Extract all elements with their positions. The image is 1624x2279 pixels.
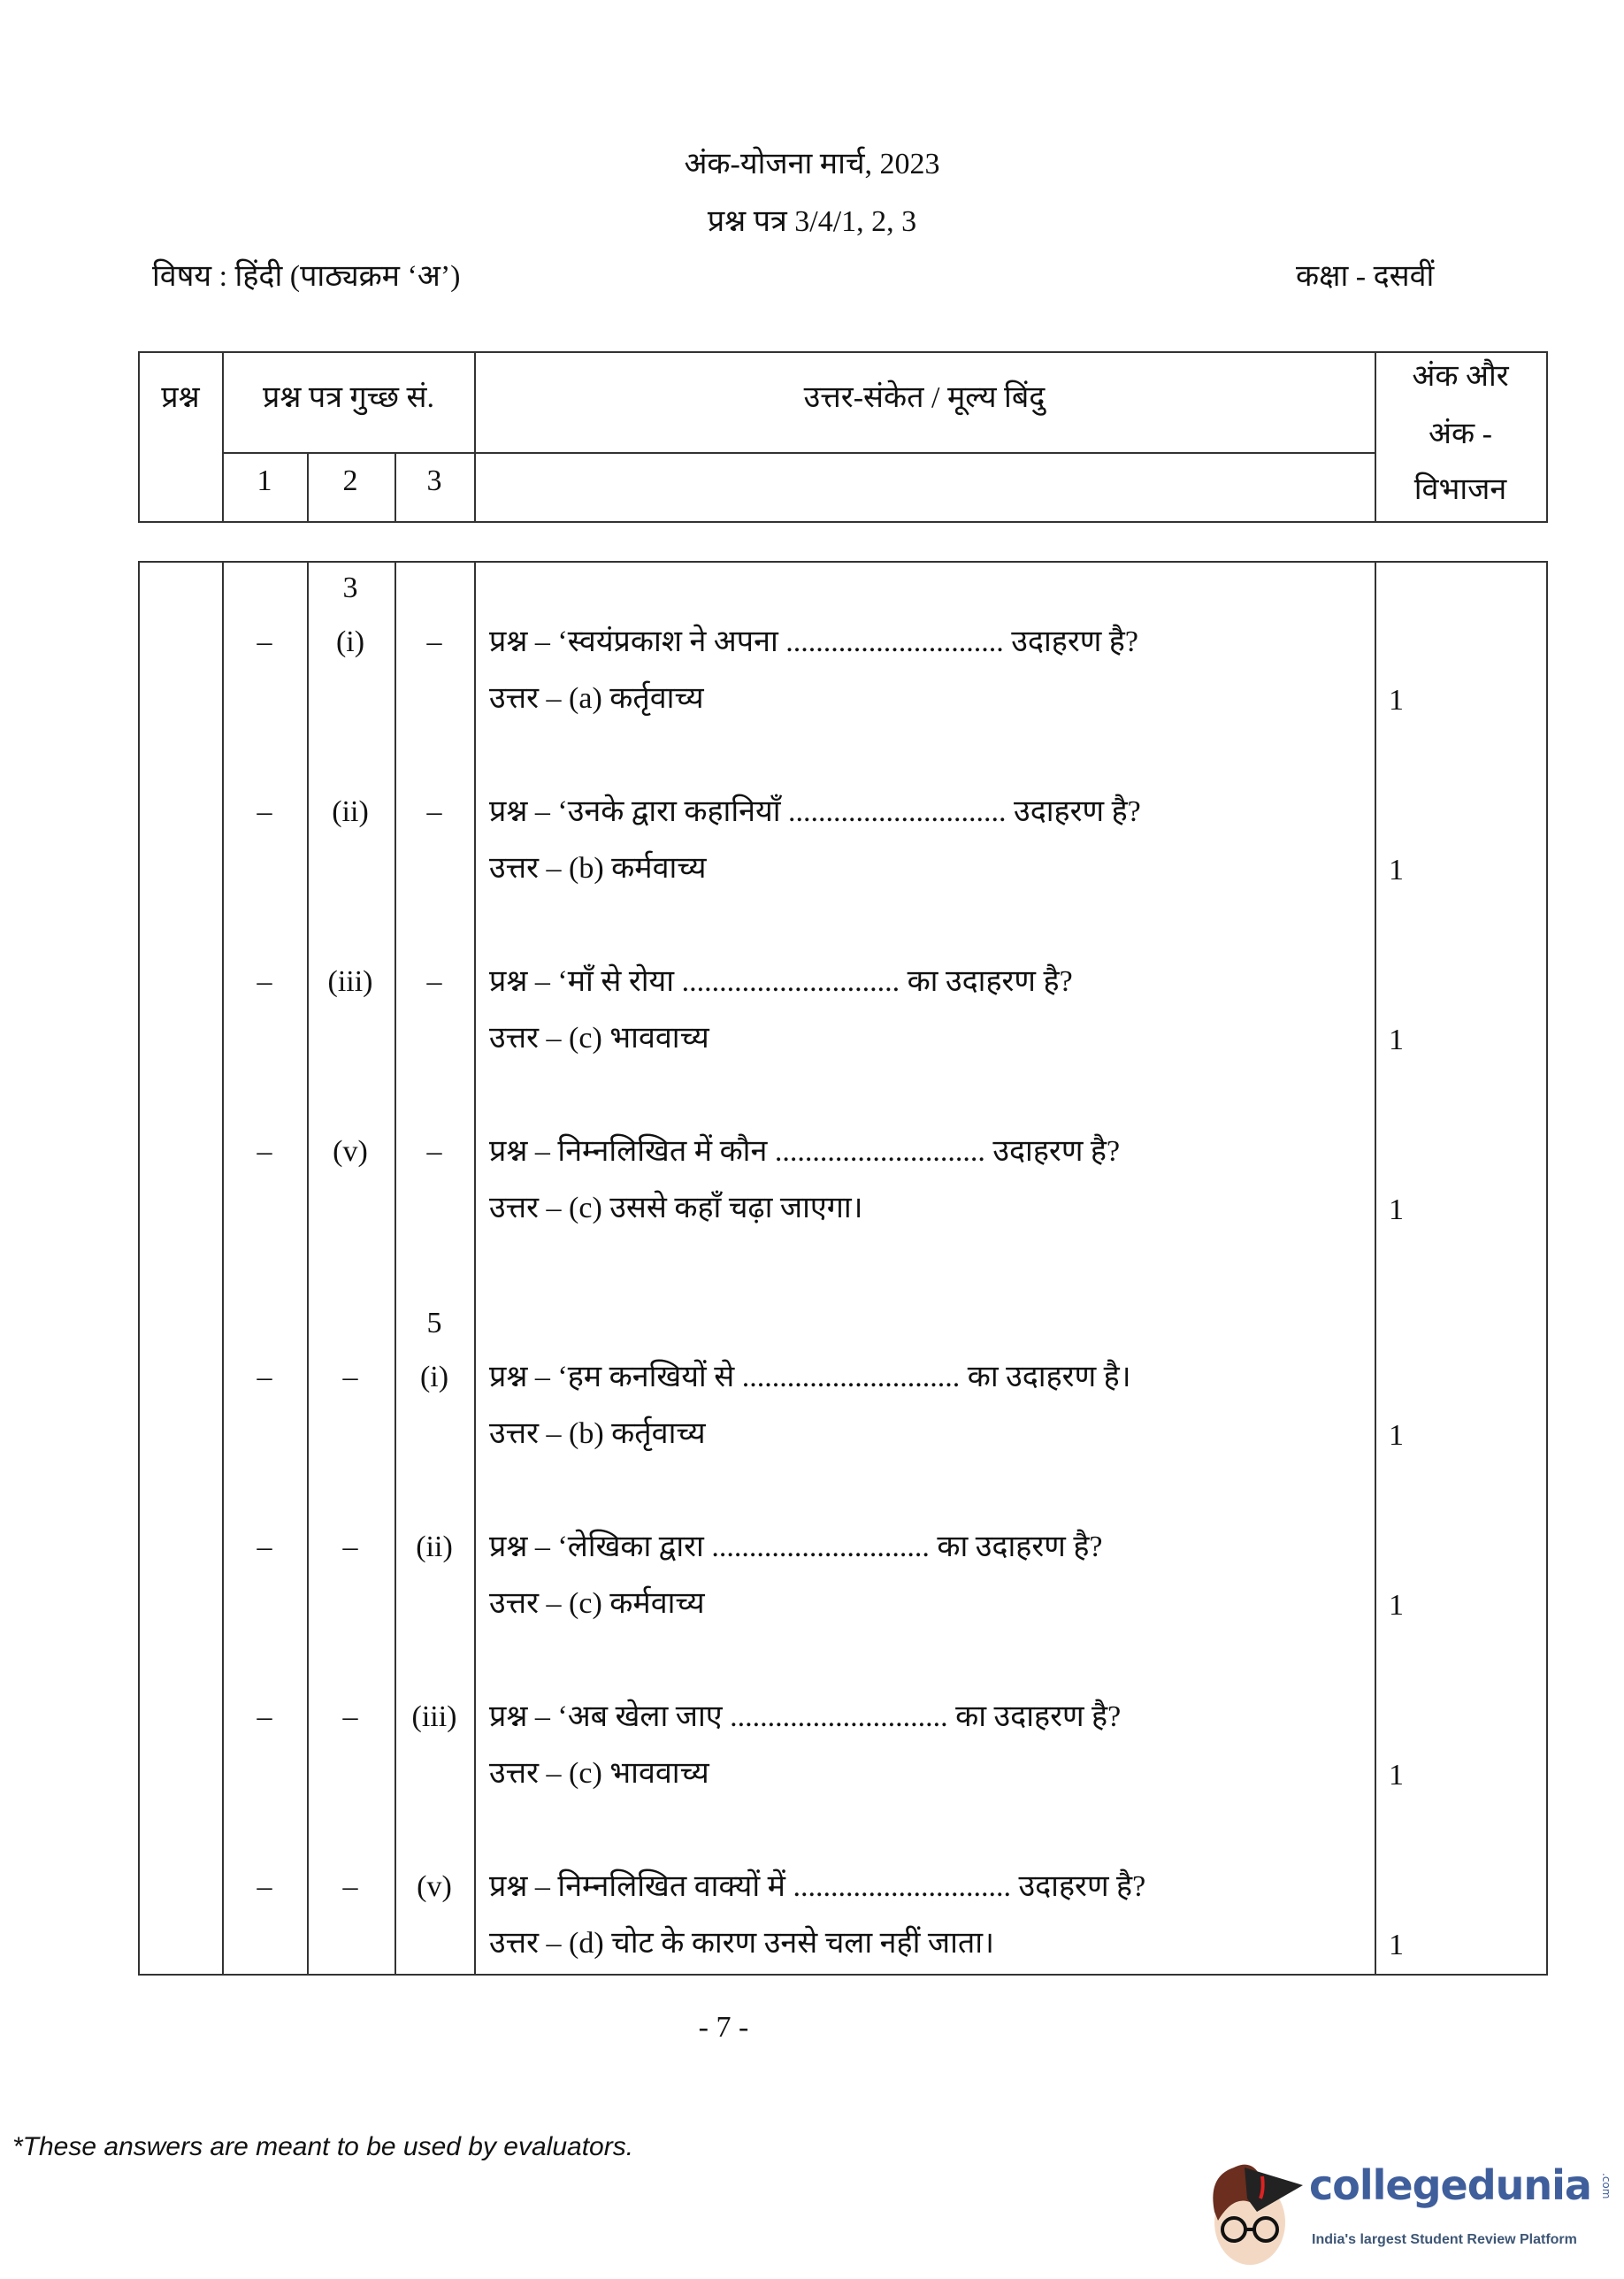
answer-text: उत्तर – (a) कर्तृवाच्य: [489, 682, 704, 715]
marks-value: 1: [1389, 1419, 1404, 1452]
set-2-cell: (ii): [332, 795, 369, 828]
set-3-cell: (v): [417, 1870, 452, 1903]
header-marks-3: विभाजन: [1413, 473, 1507, 506]
question-text: प्रश्न – निम्नलिखित में कौन ............…: [489, 1135, 1121, 1168]
set-3-cell: –: [426, 795, 442, 828]
header-marks-2: अंक -: [1429, 418, 1492, 450]
set-3-cell: (ii): [416, 1531, 453, 1563]
header-set-2: 2: [342, 464, 358, 497]
question-text: प्रश्न – ‘लेखिका द्वारा ................…: [489, 1531, 1103, 1563]
marks-value: 1: [1389, 684, 1404, 717]
marks-value: 1: [1389, 1589, 1404, 1622]
marks-value: 1: [1389, 1929, 1404, 1961]
set-2-cell: –: [342, 1870, 358, 1903]
logo-tagline: India's largest Student Review Platform: [1312, 2232, 1577, 2247]
set-2-cell: (iii): [327, 965, 373, 998]
paper-code: प्रश्न पत्र 3/4/1, 2, 3: [707, 205, 917, 238]
document-title: अंक-योजना मार्च, 2023: [684, 148, 940, 180]
set-1-cell: –: [257, 1531, 272, 1563]
marks-value: 1: [1389, 854, 1404, 886]
set-2-cell: (v): [333, 1135, 368, 1168]
question-group-number: 3: [342, 572, 358, 604]
marks-value: 1: [1389, 1759, 1404, 1792]
set-1-cell: –: [257, 1135, 272, 1168]
answer-text: उत्तर – (c) कर्मवाच्य: [489, 1587, 705, 1620]
header-set: प्रश्न पत्र गुच्छ सं.: [263, 381, 434, 414]
set-1-cell: –: [257, 1870, 272, 1903]
set-3-cell: –: [426, 965, 442, 998]
set-3-cell: –: [426, 1135, 442, 1168]
question-text: प्रश्न – ‘स्वयंप्रकाश ने अपना ..........…: [489, 625, 1138, 658]
answer-text: उत्तर – (b) कर्तृवाच्य: [489, 1417, 706, 1450]
logo-brand: collegedunia: [1309, 2161, 1592, 2209]
set-1-cell: –: [257, 1361, 272, 1393]
set-2-cell: –: [342, 1700, 358, 1733]
set-2-cell: –: [342, 1531, 358, 1563]
set-2-cell: (i): [335, 625, 365, 658]
question-text: प्रश्न – ‘हम कनखियों से ................…: [489, 1361, 1131, 1393]
footnote: *These answers are meant to be used by e…: [12, 2132, 634, 2161]
marks-value: 1: [1389, 1024, 1404, 1056]
page-number: - 7 -: [698, 2011, 749, 2044]
answer-text: उत्तर – (b) कर्मवाच्य: [489, 852, 707, 885]
question-text: प्रश्न – ‘माँ से रोया ..................…: [489, 965, 1073, 998]
logo-suffix: .com: [1600, 2173, 1613, 2199]
answer-text: उत्तर – (d) चोट के कारण उनसे चला नहीं जा…: [489, 1927, 994, 1960]
set-3-cell: –: [426, 625, 442, 658]
header-answer: उत्तर-संकेत / मूल्य बिंदु: [803, 381, 1046, 414]
collegedunia-logo: collegedunia .com India's largest Studen…: [1199, 2150, 1621, 2274]
header-set-1: 1: [257, 464, 272, 497]
question-text: प्रश्न – निम्नलिखित वाक्यों में ........…: [489, 1870, 1146, 1903]
answer-text: उत्तर – (c) उससे कहाँ चढ़ा जाएगा।: [489, 1192, 863, 1224]
class-label: कक्षा - दसवीं: [1296, 260, 1435, 293]
set-1-cell: –: [257, 625, 272, 658]
question-group-number: 5: [426, 1307, 442, 1339]
set-2-cell: –: [342, 1361, 358, 1393]
set-3-cell: (iii): [411, 1700, 457, 1733]
set-3-cell: (i): [419, 1361, 449, 1393]
answer-text: उत्तर – (c) भाववाच्य: [489, 1757, 709, 1790]
header-set-3: 3: [426, 464, 442, 497]
question-text: प्रश्न – ‘उनके द्वारा कहानियाँ .........…: [489, 795, 1141, 828]
set-1-cell: –: [257, 965, 272, 998]
header-marks-1: अंक और: [1412, 360, 1509, 393]
marks-value: 1: [1389, 1193, 1404, 1226]
set-1-cell: –: [257, 795, 272, 828]
set-1-cell: –: [257, 1700, 272, 1733]
header-question: प्रश्न: [161, 381, 200, 414]
answer-text: उत्तर – (c) भाववाच्य: [489, 1022, 709, 1055]
question-text: प्रश्न – ‘अब खेला जाए ..................…: [489, 1700, 1122, 1733]
mascot-icon: [1213, 2164, 1303, 2265]
subject-label: विषय : हिंदी (पाठ्यक्रम ‘अ’): [152, 260, 461, 293]
